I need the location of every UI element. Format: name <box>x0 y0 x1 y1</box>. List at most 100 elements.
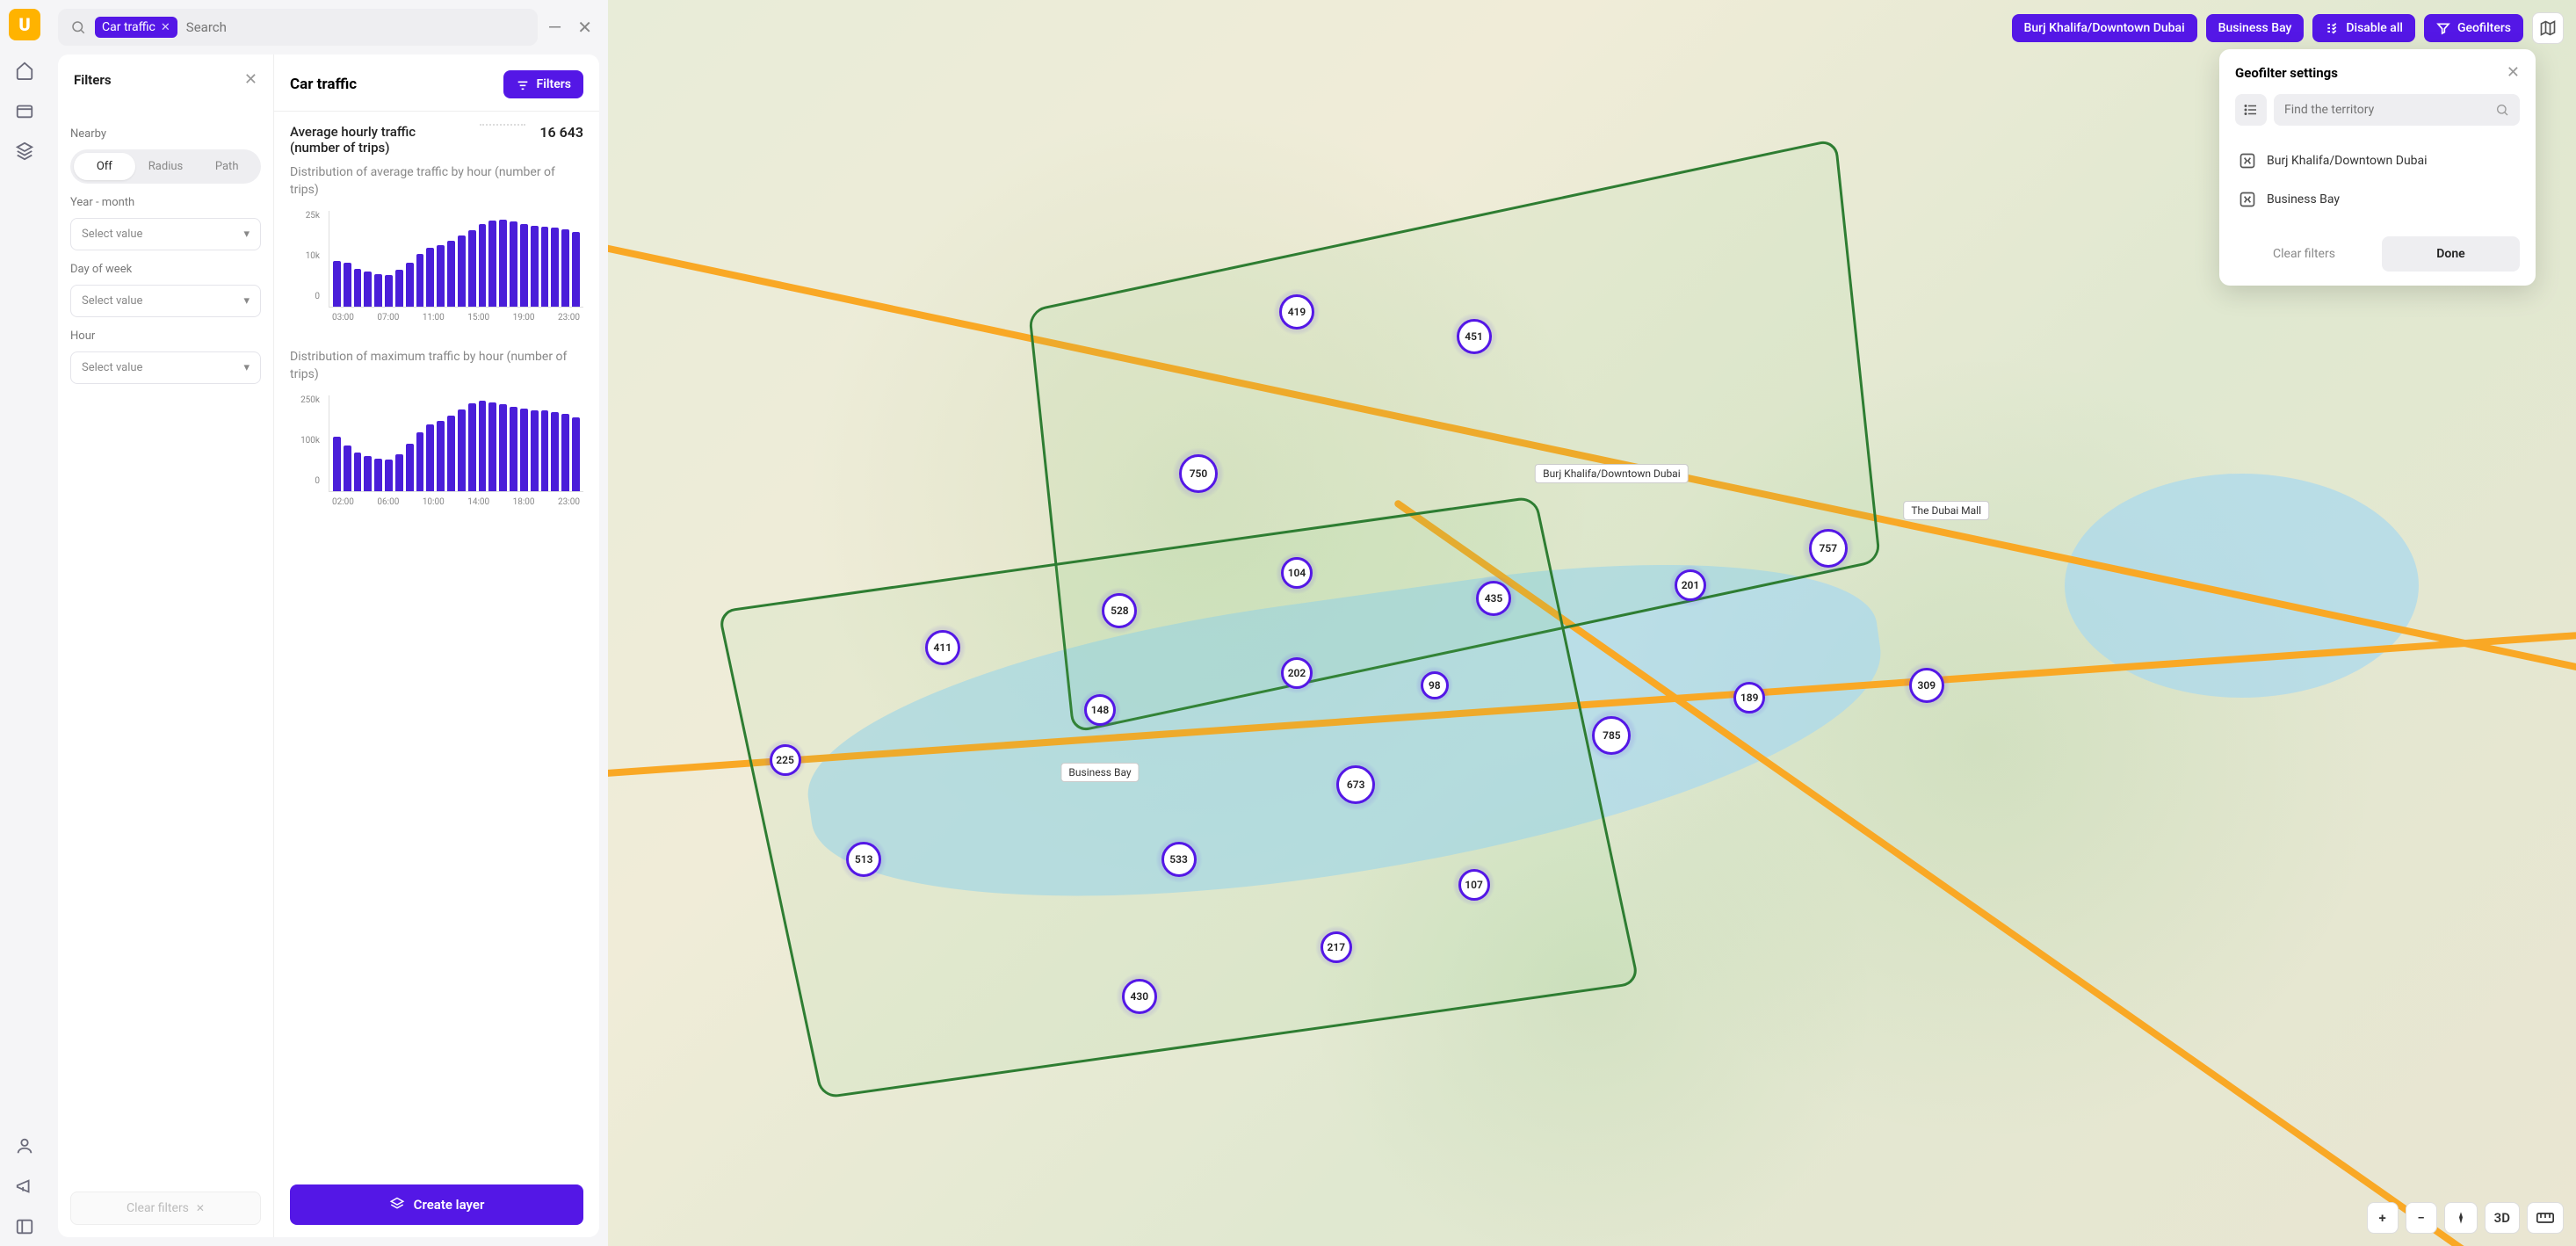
panel-icon[interactable] <box>14 1216 35 1237</box>
pill-downtown[interactable]: Burj Khalifa/Downtown Dubai <box>2012 14 2197 42</box>
territory-item[interactable]: Burj Khalifa/Downtown Dubai <box>2235 141 2520 180</box>
bar[interactable] <box>468 230 476 308</box>
popup-close-icon[interactable]: ✕ <box>2507 63 2520 82</box>
search-bar[interactable]: Car traffic✕ <box>58 9 538 46</box>
hour-select[interactable]: Select value▾ <box>70 351 261 384</box>
bar[interactable] <box>426 424 434 491</box>
bar[interactable] <box>499 404 507 491</box>
territory-list-button[interactable] <box>2235 94 2267 126</box>
map-bubble[interactable]: 148 <box>1084 694 1116 726</box>
ruler-button[interactable] <box>2527 1202 2564 1234</box>
map-bubble[interactable]: 430 <box>1122 979 1157 1014</box>
segment-path[interactable]: Path <box>196 153 257 180</box>
bar[interactable] <box>551 228 559 307</box>
pill-disable-all[interactable]: Disable all <box>2312 14 2415 42</box>
bar[interactable] <box>447 416 455 492</box>
3d-button[interactable]: 3D <box>2485 1202 2520 1234</box>
territory-item[interactable]: Business Bay <box>2235 180 2520 219</box>
folder-icon[interactable] <box>14 100 35 121</box>
bar[interactable] <box>520 224 528 307</box>
bar[interactable] <box>364 456 372 491</box>
territory-search[interactable] <box>2274 94 2520 126</box>
bar[interactable] <box>374 274 382 307</box>
home-icon[interactable] <box>14 60 35 81</box>
bar[interactable] <box>572 417 580 492</box>
user-icon[interactable] <box>14 1135 35 1156</box>
bar[interactable] <box>416 432 424 492</box>
map-bubble[interactable]: 201 <box>1675 569 1706 601</box>
announce-icon[interactable] <box>14 1176 35 1197</box>
map-bubble[interactable]: 757 <box>1809 529 1848 568</box>
bar[interactable] <box>541 227 549 307</box>
bar[interactable] <box>416 254 424 307</box>
map-style-toggle[interactable] <box>2532 12 2564 44</box>
bar[interactable] <box>458 235 466 307</box>
bar[interactable] <box>344 263 351 307</box>
popup-done-button[interactable]: Done <box>2382 236 2520 272</box>
map-bubble[interactable]: 528 <box>1102 593 1137 628</box>
map-bubble[interactable]: 785 <box>1592 716 1631 755</box>
popup-clear-button[interactable]: Clear filters <box>2235 236 2373 272</box>
layers-icon[interactable] <box>14 141 35 162</box>
bar[interactable] <box>364 272 372 307</box>
create-layer-button[interactable]: Create layer <box>290 1184 583 1225</box>
map[interactable]: 419 451 750 104 757 528 435 201 411 202 98 189 309 14… <box>608 0 2576 1246</box>
bar[interactable] <box>479 224 487 307</box>
zoom-in-button[interactable]: + <box>2367 1202 2399 1234</box>
map-bubble[interactable]: 217 <box>1321 931 1352 963</box>
bar[interactable] <box>531 226 539 308</box>
map-bubble[interactable]: 533 <box>1161 842 1197 877</box>
map-bubble[interactable]: 750 <box>1179 454 1218 493</box>
segment-radius[interactable]: Radius <box>135 153 197 180</box>
bar[interactable] <box>395 270 403 307</box>
bar[interactable] <box>385 460 393 491</box>
map-bubble[interactable]: 309 <box>1909 668 1944 703</box>
map-bubble[interactable]: 98 <box>1421 671 1449 699</box>
bar[interactable] <box>479 401 487 491</box>
bar[interactable] <box>488 402 496 492</box>
map-bubble[interactable]: 513 <box>846 842 881 877</box>
bar[interactable] <box>561 414 569 491</box>
bar[interactable] <box>385 275 393 307</box>
map-bubble[interactable]: 104 <box>1281 557 1313 589</box>
map-bubble[interactable]: 435 <box>1476 581 1511 616</box>
bar[interactable] <box>551 412 559 491</box>
year-month-select[interactable]: Select value▾ <box>70 218 261 250</box>
filters-close-icon[interactable]: ✕ <box>244 70 257 89</box>
bar[interactable] <box>354 453 362 491</box>
search-input[interactable] <box>186 19 525 35</box>
pill-geofilters[interactable]: Geofilters <box>2424 14 2523 42</box>
bar[interactable] <box>468 403 476 491</box>
map-bubble[interactable]: 107 <box>1458 869 1490 901</box>
territory-search-input[interactable] <box>2284 103 2488 117</box>
bar[interactable] <box>406 444 414 492</box>
chip-remove-icon[interactable]: ✕ <box>161 21 170 34</box>
zoom-out-button[interactable]: − <box>2406 1202 2437 1234</box>
bar[interactable] <box>510 407 517 492</box>
close-icon[interactable]: ✕ <box>577 17 592 38</box>
bar[interactable] <box>447 241 455 307</box>
map-bubble[interactable]: 225 <box>770 744 801 776</box>
search-chip[interactable]: Car traffic✕ <box>95 17 177 38</box>
map-bubble[interactable]: 419 <box>1279 294 1314 330</box>
compass-button[interactable] <box>2444 1202 2478 1234</box>
bar[interactable] <box>510 221 517 307</box>
bar[interactable] <box>426 248 434 307</box>
map-bubble[interactable]: 411 <box>925 630 960 665</box>
bar[interactable] <box>406 263 414 308</box>
map-bubble[interactable]: 202 <box>1281 657 1313 689</box>
bar[interactable] <box>572 232 580 308</box>
bar[interactable] <box>437 421 445 492</box>
map-bubble[interactable]: 451 <box>1457 319 1492 354</box>
day-of-week-select[interactable]: Select value▾ <box>70 285 261 317</box>
map-bubble[interactable]: 673 <box>1336 765 1375 804</box>
clear-filters-button[interactable]: Clear filters✕ <box>70 1192 261 1225</box>
bar[interactable] <box>354 269 362 307</box>
bar[interactable] <box>395 454 403 491</box>
bar[interactable] <box>520 409 528 491</box>
bar[interactable] <box>437 245 445 307</box>
bar[interactable] <box>333 437 341 492</box>
segment-off[interactable]: Off <box>74 153 135 180</box>
map-bubble[interactable]: 189 <box>1733 682 1765 714</box>
bar[interactable] <box>488 221 496 307</box>
